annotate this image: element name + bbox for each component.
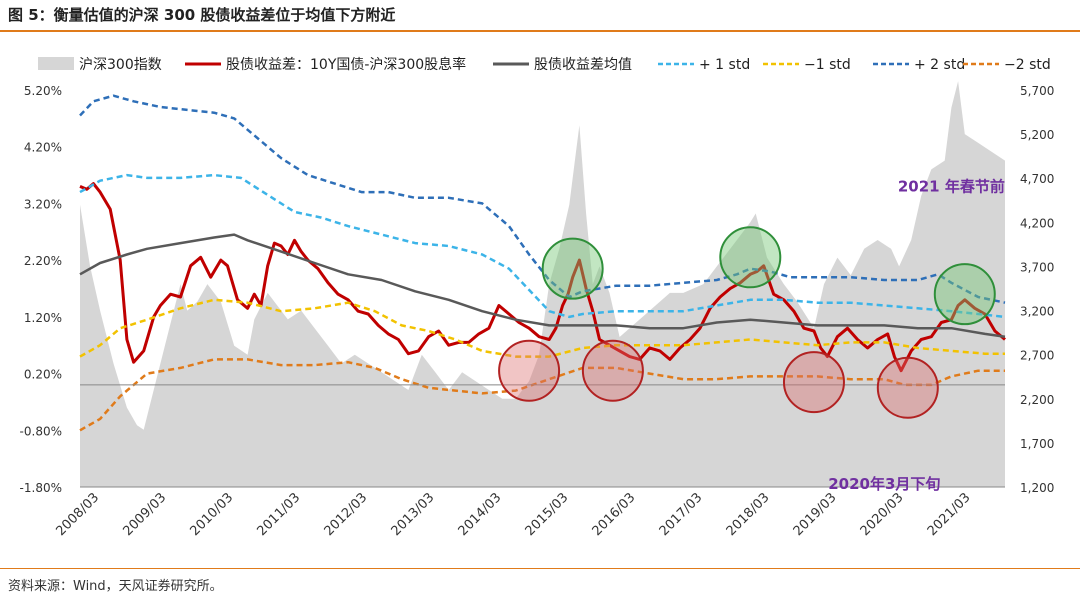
- y-right-tick-label: 4,700: [1020, 172, 1054, 186]
- legend-label-5: + 2 std: [914, 57, 965, 73]
- red-highlight-circle: [581, 339, 644, 402]
- chart-legend: 沪深300指数 股债收益差：10Y国债-沪深300股息率 股债收益差均值 + 1 st…: [38, 56, 1051, 73]
- title-divider: [0, 30, 1080, 32]
- legend-label-2: 股债收益差均值: [534, 57, 632, 73]
- x-tick-label: 2017/03: [657, 490, 706, 539]
- series-line-4: [79, 298, 1005, 358]
- series-layer: [79, 81, 1006, 487]
- y-left-tick-label: 3.20%: [24, 197, 62, 211]
- legend-label-1: 股债收益差：10Y国债-沪深300股息率: [226, 56, 466, 73]
- red-highlight-circle: [876, 356, 939, 419]
- y-right-tick-label: 1,200: [1020, 481, 1054, 495]
- y-left-tick-label: 2.20%: [24, 254, 62, 268]
- x-tick-label: 2018/03: [724, 490, 773, 539]
- y-right-tick-label: 3,200: [1020, 305, 1054, 319]
- y-right-tick-label: 3,700: [1020, 260, 1054, 274]
- source-note: 资料来源：Wind，天风证券研究所。: [8, 579, 223, 594]
- x-tick-label: 2014/03: [456, 490, 505, 539]
- x-tick-label: 2013/03: [389, 490, 438, 539]
- green-highlight-circle: [541, 237, 604, 300]
- x-tick-label: 2021/03: [925, 490, 974, 539]
- y-left-tick-label: 1.20%: [24, 311, 62, 325]
- legend-label-3: + 1 std: [699, 57, 750, 73]
- series-area-csi300: [80, 81, 1005, 487]
- series-line-3: [79, 173, 1006, 319]
- series-line-5: [79, 94, 1006, 304]
- y-left-tick-label: -0.80%: [20, 424, 62, 438]
- y-right-tick-label: 2,700: [1020, 349, 1054, 363]
- y-right-tick-label: 5,700: [1020, 84, 1054, 98]
- red-highlight-circle: [498, 339, 561, 402]
- legend-label-4: −1 std: [804, 57, 851, 73]
- x-tick-label: 2009/03: [120, 490, 169, 539]
- x-tick-label: 2011/03: [255, 490, 304, 539]
- overlay-layer: 2021 年春节前 2020年3月下旬: [498, 177, 1005, 493]
- x-tick-label: 2020/03: [858, 490, 907, 539]
- annotation-label: 2021 年春节前: [898, 177, 1005, 195]
- x-tick-label: 2012/03: [322, 490, 371, 539]
- y-left-tick-label: 4.20%: [24, 141, 62, 155]
- y-right-tick-label: 5,200: [1020, 128, 1054, 142]
- x-tick-label: 2010/03: [187, 490, 236, 539]
- legend-swatch-index: [38, 57, 74, 70]
- x-tick-label: 2016/03: [590, 490, 639, 539]
- series-line-1: [79, 182, 1006, 373]
- y-right-tick-label: 4,200: [1020, 216, 1054, 230]
- legend-label-6: −2 std: [1004, 57, 1051, 73]
- y-right-tick-label: 2,200: [1020, 393, 1054, 407]
- y-left-tick-label: -1.80%: [20, 481, 62, 495]
- x-tick-label: 2008/03: [53, 490, 102, 539]
- y-right-tick-label: 1,700: [1020, 437, 1054, 451]
- source-divider: [0, 568, 1080, 569]
- red-highlight-circle: [782, 351, 845, 414]
- x-tick-label: 2015/03: [523, 490, 572, 539]
- green-highlight-circle: [933, 263, 996, 326]
- legend-label-0: 沪深300指数: [79, 57, 162, 73]
- stock-bond-spread-chart: 沪深300指数 股债收益差：10Y国债-沪深300股息率 股债收益差均值 + 1 st…: [20, 56, 1055, 539]
- annotation-label: 2020年3月下旬: [828, 475, 940, 493]
- y-left-tick-label: 0.20%: [24, 368, 62, 382]
- y-left-tick-label: 5.20%: [24, 84, 62, 98]
- figure-title: 图 5：衡量估值的沪深 300 股债收益差位于均值下方附近: [8, 6, 396, 24]
- green-highlight-circle: [719, 226, 782, 289]
- x-tick-label: 2019/03: [791, 490, 840, 539]
- series-line-2: [79, 233, 1006, 338]
